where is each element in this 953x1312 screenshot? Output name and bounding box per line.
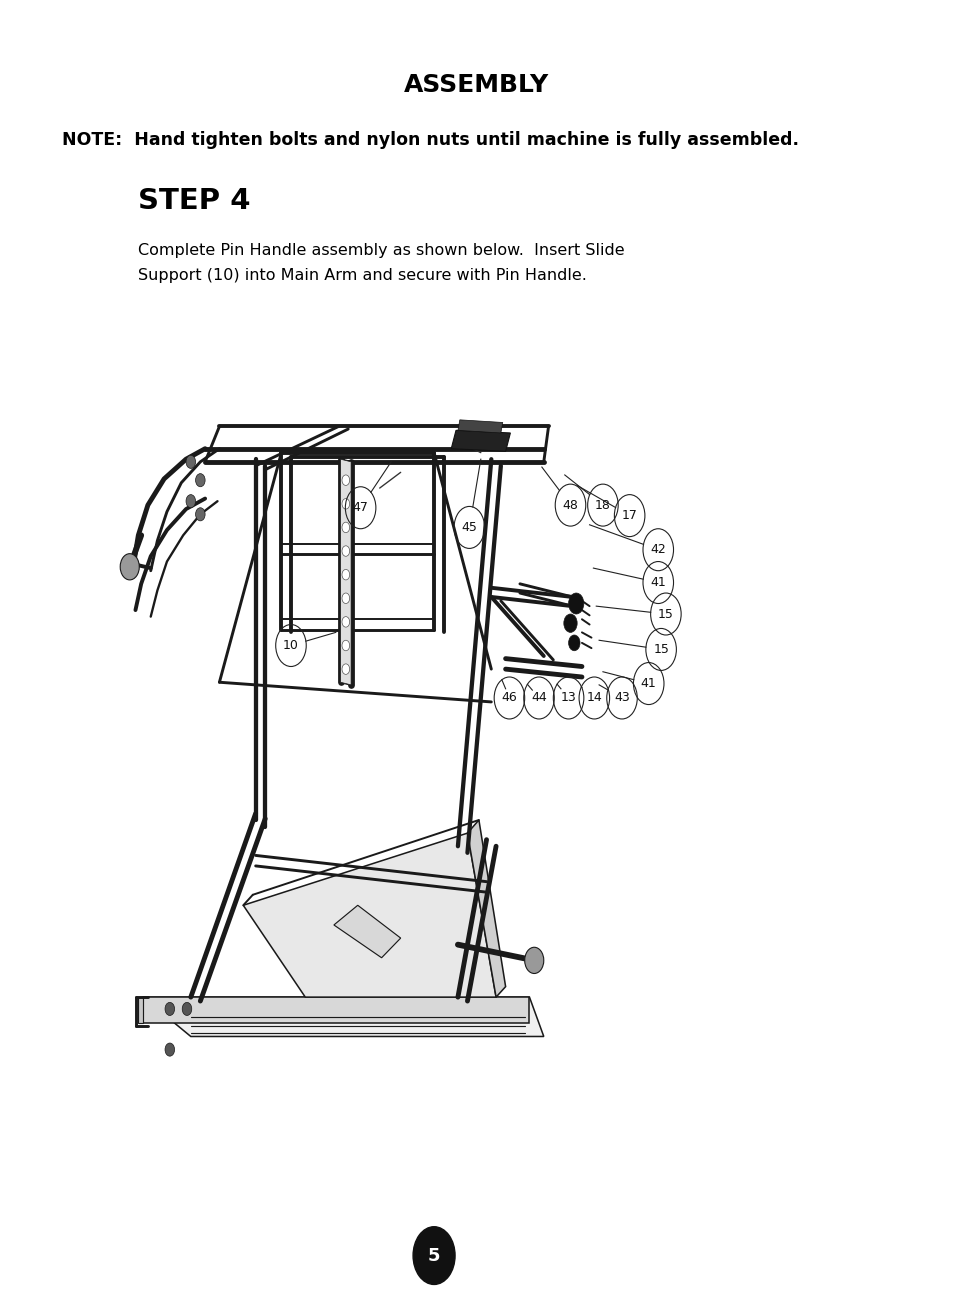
Text: 42: 42 [650, 543, 665, 556]
Text: 43: 43 [614, 691, 629, 705]
Polygon shape [451, 430, 510, 451]
Circle shape [195, 474, 205, 487]
Circle shape [341, 522, 349, 533]
Circle shape [341, 546, 349, 556]
Text: STEP 4: STEP 4 [138, 186, 251, 215]
Text: 18: 18 [595, 499, 610, 512]
Circle shape [341, 569, 349, 580]
Text: 15: 15 [653, 643, 668, 656]
Polygon shape [143, 997, 543, 1036]
Circle shape [195, 508, 205, 521]
Text: 44: 44 [531, 691, 546, 705]
Polygon shape [340, 459, 351, 685]
Circle shape [120, 554, 139, 580]
Polygon shape [334, 905, 400, 958]
Circle shape [568, 635, 579, 651]
Polygon shape [143, 997, 529, 1023]
Circle shape [341, 499, 349, 509]
Text: 45: 45 [461, 521, 476, 534]
Circle shape [341, 475, 349, 485]
Text: 17: 17 [621, 509, 637, 522]
Circle shape [563, 614, 577, 632]
Circle shape [182, 1002, 192, 1015]
Text: 10: 10 [283, 639, 298, 652]
Circle shape [341, 617, 349, 627]
Text: Support (10) into Main Arm and secure with Pin Handle.: Support (10) into Main Arm and secure wi… [138, 268, 587, 282]
Circle shape [341, 640, 349, 651]
Text: 5: 5 [427, 1246, 440, 1265]
Circle shape [165, 1043, 174, 1056]
Text: 46: 46 [501, 691, 517, 705]
Circle shape [186, 495, 195, 508]
Circle shape [186, 455, 195, 468]
Circle shape [341, 593, 349, 604]
Text: 41: 41 [640, 677, 656, 690]
Text: 47: 47 [353, 501, 368, 514]
Polygon shape [138, 997, 143, 1023]
Text: 13: 13 [560, 691, 576, 705]
Text: NOTE:  Hand tighten bolts and nylon nuts until machine is fully assembled.: NOTE: Hand tighten bolts and nylon nuts … [62, 131, 799, 150]
Polygon shape [457, 420, 502, 433]
Text: 48: 48 [562, 499, 578, 512]
Circle shape [568, 593, 583, 614]
Text: 15: 15 [658, 607, 673, 621]
Text: 41: 41 [650, 576, 665, 589]
Circle shape [524, 947, 543, 974]
Circle shape [165, 1002, 174, 1015]
Circle shape [413, 1227, 455, 1284]
Text: ASSEMBLY: ASSEMBLY [404, 73, 549, 97]
Polygon shape [467, 820, 505, 997]
Text: Complete Pin Handle assembly as shown below.  Insert Slide: Complete Pin Handle assembly as shown be… [138, 243, 624, 257]
Circle shape [341, 664, 349, 674]
Text: 14: 14 [586, 691, 601, 705]
Polygon shape [243, 833, 496, 997]
